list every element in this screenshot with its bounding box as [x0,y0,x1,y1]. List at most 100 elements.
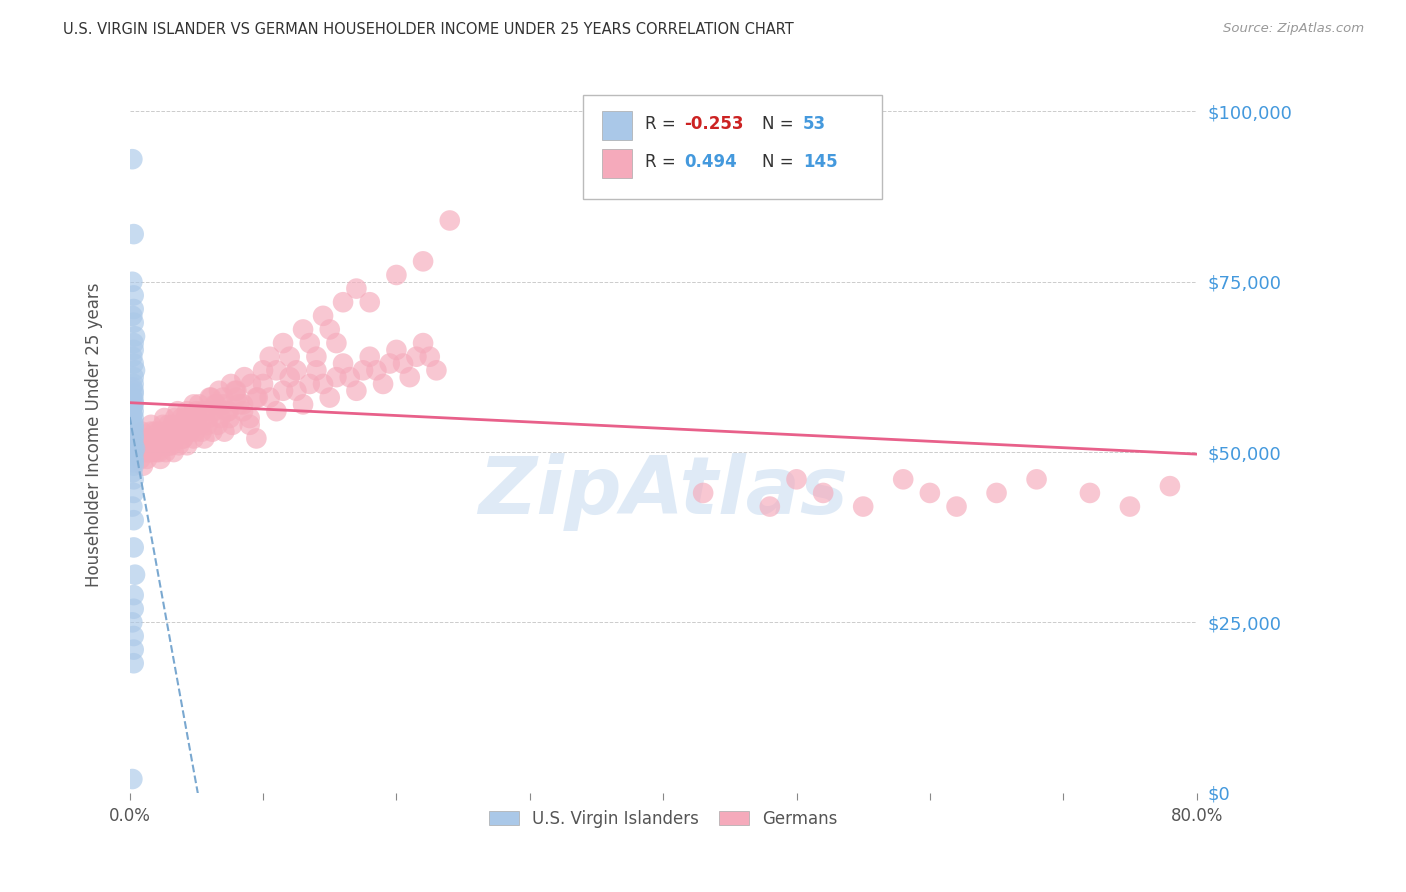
Point [305,363,328,377]
Point [266,404,288,418]
Point [169,417,191,432]
Point [190,425,212,439]
Point [344,384,367,398]
Point [124,329,146,343]
Point [121,466,143,480]
Point [172,432,194,446]
Point [209,411,232,425]
Point [121,449,143,463]
Point [225,391,247,405]
Point [176,438,198,452]
Point [129,451,152,466]
Point [319,322,342,336]
Point [398,370,420,384]
Point [131,425,153,439]
Point [225,384,247,398]
Text: 0.494: 0.494 [685,153,737,171]
Point [153,411,176,425]
Point [215,404,238,418]
Point [121,772,143,786]
Point [259,391,281,405]
Point [122,227,145,241]
Point [312,309,335,323]
Point [208,384,231,398]
Point [121,391,143,405]
Point [298,376,321,391]
Point [339,370,361,384]
Point [285,384,308,398]
Point [122,541,145,555]
Point [207,417,229,432]
Point [121,434,143,449]
Point [125,432,148,446]
Point [221,417,243,432]
FancyBboxPatch shape [602,149,633,178]
Point [166,404,188,418]
Point [156,425,179,439]
Point [132,438,155,452]
Point [122,343,145,357]
Text: 145: 145 [803,153,838,171]
Point [259,350,281,364]
Point [141,445,163,459]
Point [183,432,205,446]
Point [134,438,156,452]
Point [198,391,221,405]
Point [918,486,941,500]
Point [162,417,184,432]
Point [156,425,179,439]
Point [121,350,143,364]
Point [159,438,181,452]
Point [245,391,267,405]
Point [122,397,145,411]
Point [122,455,145,469]
Point [233,370,256,384]
Point [122,417,145,432]
Point [271,336,294,351]
Point [122,472,145,486]
Point [145,445,167,459]
Point [219,376,242,391]
Point [786,472,808,486]
Point [132,458,155,473]
Point [122,432,145,446]
Point [122,438,145,452]
Point [266,363,288,377]
Point [204,397,226,411]
Point [149,451,172,466]
Point [945,500,967,514]
Point [232,397,254,411]
Point [163,445,186,459]
Text: U.S. VIRGIN ISLANDER VS GERMAN HOUSEHOLDER INCOME UNDER 25 YEARS CORRELATION CHA: U.S. VIRGIN ISLANDER VS GERMAN HOUSEHOLD… [63,22,794,37]
Point [239,417,262,432]
Point [121,408,143,422]
Point [122,421,145,435]
Point [150,438,173,452]
Point [122,458,145,473]
Point [122,486,145,500]
Point [405,350,427,364]
Point [986,486,1008,500]
Point [122,376,145,391]
Point [392,357,415,371]
Point [122,629,145,643]
Text: ZipAtlas: ZipAtlas [478,453,848,532]
Point [124,442,146,456]
Point [124,363,146,377]
Point [298,336,321,351]
Point [148,425,170,439]
Point [278,350,301,364]
Point [142,432,165,446]
Point [122,411,145,425]
Point [325,336,347,351]
Point [292,322,315,336]
Point [252,363,274,377]
Point [359,350,381,364]
Point [167,438,190,452]
Point [366,363,388,377]
Point [180,417,202,432]
Point [121,615,143,630]
Y-axis label: Householder Income Under 25 years: Householder Income Under 25 years [86,283,103,587]
Point [179,425,201,439]
Point [135,432,157,446]
